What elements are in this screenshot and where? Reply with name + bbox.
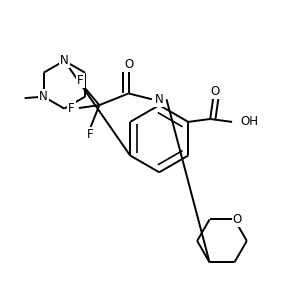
Text: N: N	[39, 90, 48, 103]
Text: F: F	[77, 74, 84, 87]
Text: F: F	[68, 102, 75, 114]
Text: N: N	[155, 93, 164, 106]
Text: OH: OH	[241, 115, 259, 128]
Text: O: O	[210, 85, 219, 98]
Text: F: F	[87, 128, 94, 141]
Text: N: N	[60, 54, 69, 67]
Text: O: O	[124, 58, 133, 71]
Text: O: O	[233, 213, 242, 226]
